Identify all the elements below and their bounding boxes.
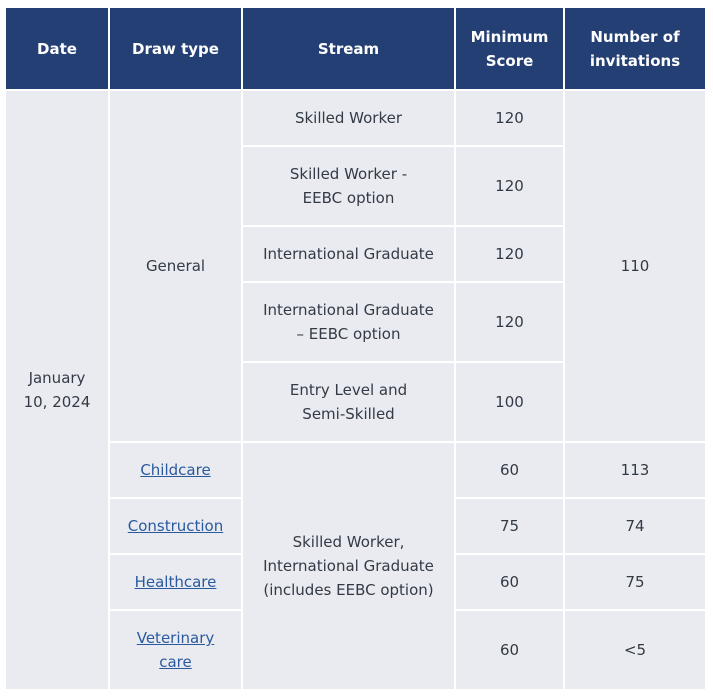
score-cell: 60 — [454, 553, 565, 611]
table-row: January 10, 2024 General Skilled Worker … — [6, 89, 705, 691]
header-stream: Stream — [241, 8, 455, 90]
stream-cell: International Graduate – EEBC option — [241, 281, 456, 363]
stream-cell: International Graduate — [241, 225, 456, 283]
table-row: International Graduate 120 — [6, 225, 705, 283]
score-cell: 120 — [454, 145, 565, 227]
stream-targeted: Skilled Worker, International Graduate (… — [241, 441, 456, 691]
header-draw-type: Draw type — [108, 8, 242, 90]
table-row: Healthcare 60 75 — [6, 553, 705, 611]
date-cell: January 10, 2024 — [6, 89, 110, 691]
header-minimum-score: Minimum Score — [454, 8, 564, 90]
childcare-link[interactable]: Childcare — [140, 461, 211, 479]
header-invitations-label: Number of invitations — [589, 27, 681, 70]
stream-text: International Graduate – EEBC option — [263, 301, 434, 343]
stream-cell: Entry Level and Semi-Skilled — [241, 361, 456, 443]
date-text: January 10, 2024 — [23, 369, 91, 411]
score-cell: 120 — [454, 89, 565, 147]
draw-type-cell: Childcare — [108, 441, 243, 499]
construction-link[interactable]: Construction — [127, 517, 224, 535]
table-row: Entry Level and Semi-Skilled 100 — [6, 361, 705, 443]
invitations-cell: 113 — [563, 441, 705, 499]
stream-cell: Skilled Worker - EEBC option — [241, 145, 456, 227]
table-row: Skilled Worker - EEBC option 120 — [6, 145, 705, 227]
draw-type-cell: Veterinary care — [108, 609, 243, 691]
invitations-cell: <5 — [563, 609, 705, 691]
score-cell: 60 — [454, 441, 565, 499]
stream-text: Skilled Worker - EEBC option — [289, 165, 408, 207]
score-cell: 60 — [454, 609, 565, 691]
veterinary-care-link[interactable]: Veterinary care — [136, 629, 215, 671]
stream-text: Entry Level and Semi-Skilled — [289, 381, 408, 423]
table-row: Childcare Skilled Worker, International … — [6, 441, 705, 691]
stream-text: Skilled Worker, International Graduate (… — [263, 533, 434, 599]
draw-type-general: General — [108, 89, 243, 443]
header-date: Date — [6, 8, 109, 90]
score-cell: 75 — [454, 497, 565, 555]
score-cell: 120 — [454, 281, 565, 363]
header-number-of-invitations: Number of invitations — [563, 8, 705, 90]
header-minimum-score-label: Minimum Score — [470, 27, 549, 70]
table-row: Construction 75 74 — [6, 497, 705, 555]
invitations-cell: 74 — [563, 497, 705, 555]
draw-results-table: Date Draw type Stream Minimum Score Numb… — [6, 8, 705, 691]
stream-cell: Skilled Worker — [241, 89, 456, 147]
draw-type-cell: Construction — [108, 497, 243, 555]
invitations-cell: 75 — [563, 553, 705, 611]
healthcare-link[interactable]: Healthcare — [134, 573, 217, 591]
table-row: International Graduate – EEBC option 120 — [6, 281, 705, 363]
score-cell: 100 — [454, 361, 565, 443]
invitations-general: 110 — [563, 89, 705, 443]
score-cell: 120 — [454, 225, 565, 283]
table-row: Veterinary care 60 <5 — [6, 609, 705, 691]
header-row: Date Draw type Stream Minimum Score Numb… — [6, 8, 705, 90]
draw-type-cell: Healthcare — [108, 553, 243, 611]
